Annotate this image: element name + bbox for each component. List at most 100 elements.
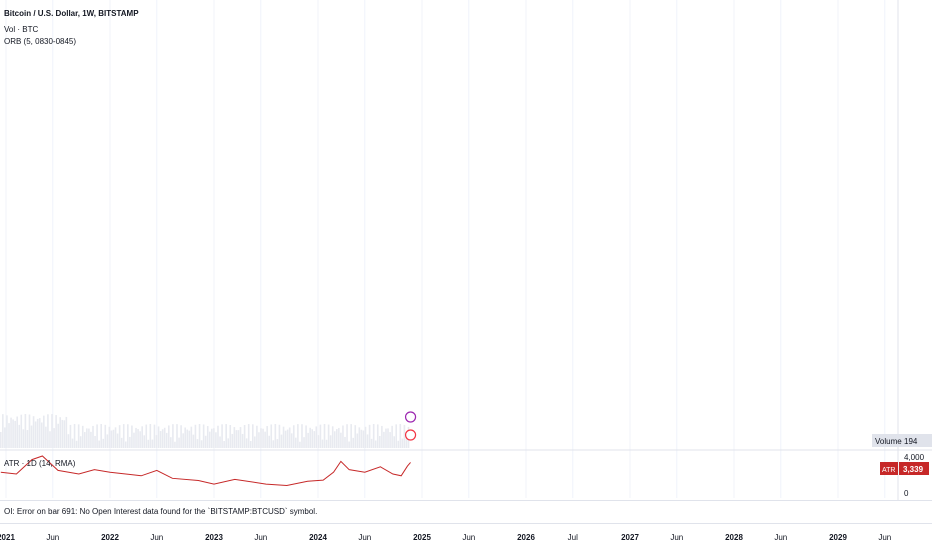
volume-bar <box>340 432 342 448</box>
x-tick-label: 2023 <box>205 533 223 542</box>
volume-bar <box>202 424 205 448</box>
volume-bar <box>305 425 307 448</box>
x-tick-label: 2027 <box>621 533 639 542</box>
volume-bar <box>262 428 264 448</box>
volume-bar <box>157 426 160 448</box>
volume-bar <box>4 427 6 448</box>
x-tick-label: Jul <box>568 533 578 542</box>
volume-bar <box>63 420 66 448</box>
volume-bar <box>295 437 297 448</box>
volume-bar <box>383 431 385 448</box>
volume-bar <box>47 414 49 448</box>
volume-bar <box>231 433 234 448</box>
volume-bar <box>94 436 96 448</box>
volume-bar <box>96 424 98 448</box>
volume-bar <box>311 429 314 448</box>
volume-bar <box>325 439 328 448</box>
volume-bar <box>192 434 195 448</box>
volume-bar <box>176 424 178 448</box>
volume-bar <box>225 424 227 448</box>
volume-bar <box>161 429 164 448</box>
volume-bar <box>155 435 158 448</box>
volume-bar <box>53 428 55 448</box>
volume-bar <box>327 424 330 448</box>
volume-bar <box>358 427 361 448</box>
volume-bar <box>204 435 207 448</box>
volume-bar <box>331 426 334 448</box>
volume-bar <box>288 427 291 448</box>
volume-bar <box>241 433 244 448</box>
volume-bar <box>362 430 365 448</box>
volume-bar <box>247 424 250 448</box>
volume-bar <box>344 436 346 448</box>
volume-bar <box>14 420 16 448</box>
volume-bar <box>354 425 357 448</box>
volume-bar <box>108 426 111 448</box>
volume-bar <box>321 439 324 448</box>
volume-bar <box>237 430 240 448</box>
volume-bar <box>329 435 332 448</box>
volume-bar <box>6 415 8 448</box>
atr-value-badge <box>899 462 929 475</box>
volume-bar <box>79 436 82 448</box>
volume-bar <box>24 414 27 448</box>
volume-bar <box>149 424 152 448</box>
volume-bar <box>182 433 184 448</box>
volume-bar <box>110 430 113 448</box>
volume-bar <box>350 424 352 448</box>
volume-bar <box>36 418 39 448</box>
volume-bar <box>233 427 236 448</box>
volume-bar <box>124 441 127 448</box>
volume-bar <box>284 430 287 448</box>
event-lightning-icon <box>404 411 417 423</box>
volume-bar <box>266 426 268 448</box>
volume-bar <box>163 427 166 448</box>
volume-bar <box>159 431 162 448</box>
volume-bar <box>153 424 156 448</box>
volume-bar <box>127 424 129 448</box>
volume-bar <box>147 439 150 448</box>
volume-bar <box>292 425 295 448</box>
volume-bar <box>90 431 92 448</box>
volume-bar <box>323 424 326 448</box>
volume-bar <box>40 422 43 448</box>
volume-label: Volume <box>875 437 902 446</box>
volume-bar <box>151 439 154 448</box>
volume-bar <box>317 435 320 448</box>
volume-bar <box>356 433 359 448</box>
volume-bar <box>366 434 369 448</box>
volume-bar <box>135 427 137 448</box>
volume-legend: Vol · BTC <box>4 25 39 34</box>
volume-bar <box>71 438 74 448</box>
volume-bar <box>278 424 281 448</box>
volume-bar <box>51 414 53 448</box>
volume-bar <box>10 417 12 448</box>
volume-bar <box>34 421 37 448</box>
volume-bar <box>188 430 191 448</box>
volume-bar <box>338 427 340 448</box>
volume-bar <box>397 440 400 448</box>
volume-bar <box>180 425 182 448</box>
volume-bar <box>49 431 51 448</box>
volume-bar <box>303 437 305 448</box>
atr-badge <box>880 462 898 475</box>
volume-bar <box>346 424 348 448</box>
x-tick-label: 2026 <box>517 533 535 542</box>
volume-bar <box>118 425 121 448</box>
volume-bar <box>272 440 275 448</box>
volume-bar <box>98 440 100 448</box>
volume-bar <box>219 436 221 448</box>
volume-bar <box>194 424 197 448</box>
volume-bar <box>315 426 318 448</box>
atr-badge-label: ATR <box>882 467 895 474</box>
volume-bar <box>174 441 176 448</box>
x-tick-label: 2028 <box>725 533 743 542</box>
volume-bar <box>168 425 170 448</box>
volume-bar <box>112 429 115 448</box>
event-flag-icon <box>404 429 417 441</box>
volume-bar <box>276 439 279 448</box>
volume-bar <box>143 435 146 448</box>
volume-bar <box>215 432 217 448</box>
volume-bar <box>385 428 387 448</box>
